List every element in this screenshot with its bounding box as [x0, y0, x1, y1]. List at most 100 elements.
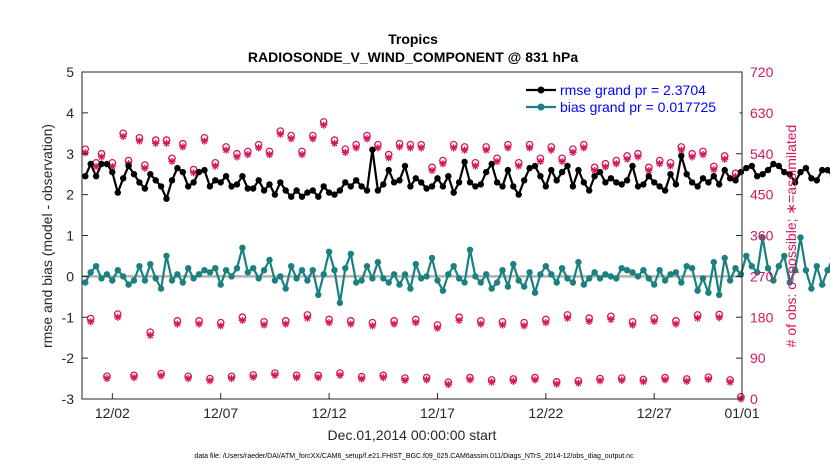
rmse-point [770, 160, 777, 168]
rmse-point [423, 185, 430, 192]
bias-point [445, 271, 452, 278]
rmse-point [233, 181, 241, 188]
obs-assimilated-marker [553, 380, 561, 388]
rmse-point [504, 166, 512, 174]
rmse-point [293, 187, 300, 194]
rmse-point [607, 175, 615, 182]
rmse-point [683, 171, 690, 178]
obs-assimilated-marker [525, 144, 534, 152]
obs-assimilated-marker [493, 157, 501, 166]
obs-assimilated-marker [81, 149, 89, 157]
rmse-point [537, 173, 544, 180]
obs-assimilated-marker [141, 164, 149, 172]
obs-assimilated-marker [260, 321, 268, 329]
rmse-point [634, 183, 642, 190]
rmse-point [461, 158, 468, 166]
rmse-point [515, 191, 522, 198]
bias-point [759, 234, 766, 241]
chart-subtitle: RADIOSONDE_V_WIND_COMPONENT @ 831 hPa [248, 49, 578, 65]
obs-assimilated-marker [433, 324, 442, 332]
bias-point [103, 271, 111, 278]
bias-point [716, 291, 723, 298]
obs-assimilated-marker [206, 377, 214, 385]
rmse-point [336, 187, 344, 194]
rmse-point [618, 181, 625, 188]
x-tick-label: 12/07 [203, 405, 238, 421]
rmse-point [645, 173, 652, 180]
obs-assimilated-marker [325, 319, 333, 327]
rmse-point [580, 179, 587, 186]
rmse-point [195, 168, 203, 176]
bias-point [407, 285, 414, 292]
rmse-point [363, 187, 371, 194]
obs-assimilated-marker [320, 121, 328, 129]
obs-assimilated-marker [146, 331, 154, 340]
obs-assimilated-marker [634, 153, 642, 161]
bias-point [813, 263, 820, 270]
obs-assimilated-marker [623, 155, 631, 163]
obs-assimilated-marker [639, 378, 647, 386]
y-tick-label: 4 [66, 105, 74, 121]
bias-point [515, 277, 522, 284]
bias-point [288, 263, 295, 270]
footnote: data file: /Users/raeder/DAI/ATM_forcXX/… [194, 453, 634, 460]
rmse-point [450, 189, 457, 196]
rmse-point [754, 173, 761, 180]
obs-assimilated-marker [227, 374, 236, 383]
bias-point [396, 281, 403, 288]
rmse-point [217, 179, 224, 186]
rmse-point [147, 171, 154, 178]
bias-point [412, 260, 419, 268]
obs-assimilated-marker [704, 375, 713, 384]
y-right-tick-label: 450 [750, 187, 774, 203]
rmse-point [466, 179, 474, 186]
rmse-point [791, 179, 799, 186]
rmse-point [732, 177, 739, 184]
y-tick-label: 5 [66, 64, 74, 80]
obs-assimilated-marker [650, 317, 658, 325]
bias-point [667, 271, 674, 278]
obs-assimilated-marker [710, 166, 718, 174]
obs-assimilated-marker [341, 148, 349, 156]
rmse-point [206, 183, 214, 190]
obs-assimilated-marker [119, 132, 127, 141]
obs-assimilated-marker [233, 153, 241, 161]
obs-assimilated-marker [580, 144, 588, 152]
rmse-point [575, 166, 582, 174]
bias-point [342, 265, 349, 272]
rmse-point [694, 183, 701, 190]
left-axis: -3 -2 -1 0 1 2 3 4 5 [62, 64, 88, 407]
y-tick-label: 0 [66, 268, 74, 284]
rmse-point [82, 173, 89, 180]
bias-point [450, 263, 457, 270]
bias-point [699, 275, 707, 282]
y-tick-label: -3 [62, 391, 75, 407]
rmse-point [531, 162, 539, 170]
obs-assimilated-marker [135, 137, 144, 145]
rmse-point [602, 179, 609, 186]
y-tick-label: 3 [66, 146, 74, 162]
bias-point [212, 265, 219, 272]
rmse-point [743, 164, 750, 172]
bias-point [98, 275, 105, 282]
bias-point [764, 265, 772, 272]
rmse-point [716, 181, 723, 188]
obs-assimilated-marker [455, 316, 463, 325]
obs-assimilated-marker [672, 320, 680, 328]
obs-assimilated-marker [200, 137, 209, 145]
rmse-point [640, 181, 647, 188]
obs-assimilated-marker [477, 320, 485, 328]
y-tick-label: 2 [66, 187, 74, 203]
bias-point [775, 263, 782, 270]
obs-assimilated-marker [536, 157, 545, 166]
y-right-tick-label: 0 [750, 391, 758, 407]
rmse-point [190, 179, 197, 186]
bias-point [553, 279, 560, 286]
bias-point [331, 267, 338, 274]
rmse-point [483, 168, 490, 176]
obs-assimilated-marker [569, 148, 577, 156]
obs-assimilated-marker [488, 378, 496, 386]
rmse-point [661, 187, 669, 194]
rmse-point [109, 168, 116, 176]
rmse-point [342, 179, 349, 186]
